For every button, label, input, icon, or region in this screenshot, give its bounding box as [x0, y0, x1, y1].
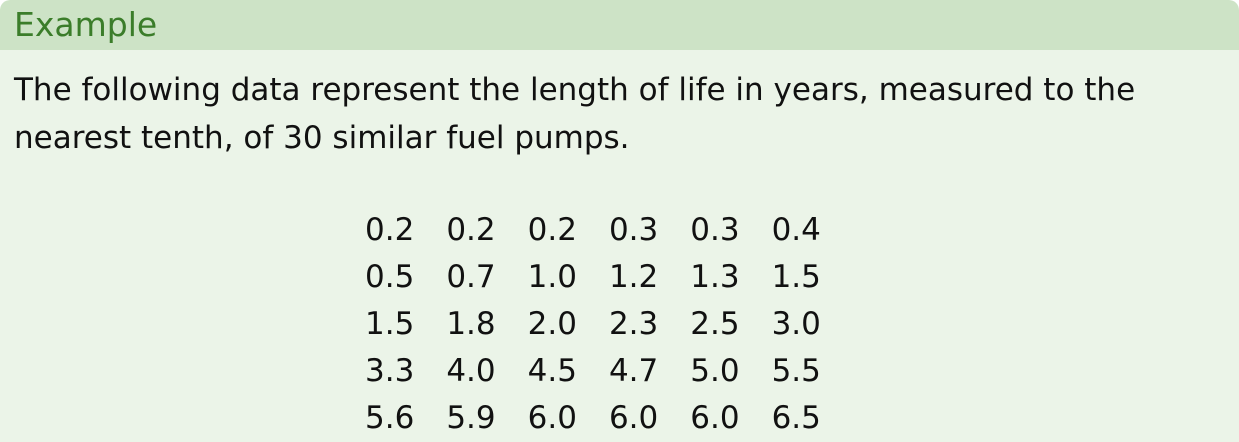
table-cell: 5.0	[690, 353, 740, 389]
table-cell: 5.9	[446, 400, 496, 436]
table-cell: 3.0	[771, 306, 821, 342]
table-row: 3.3 4.0 4.5 4.7 5.0 5.5	[349, 348, 837, 395]
table-cell: 0.2	[365, 212, 415, 248]
table-cell: 1.5	[771, 259, 821, 295]
table-row: 5.6 5.9 6.0 6.0 6.0 6.5	[349, 395, 837, 442]
table-row: 1.5 1.8 2.0 2.3 2.5 3.0	[349, 301, 837, 348]
table-cell: 0.2	[446, 212, 496, 248]
table-cell: 0.3	[608, 212, 659, 248]
table-cell: 0.5	[365, 259, 415, 295]
table-cell: 0.4	[771, 212, 821, 248]
table-cell: 6.5	[771, 400, 821, 436]
data-table: 0.2 0.2 0.2 0.3 0.3 0.4 0.5 0.7 1.0 1.2 1.3 1.5 1.5 1…	[349, 207, 837, 442]
table-row: 0.2 0.2 0.2 0.3 0.3 0.4	[349, 207, 837, 254]
intro-text: The following data represent the length …	[14, 72, 1136, 156]
block-body: The following data represent the length …	[0, 50, 1239, 162]
table-cell: 0.3	[690, 212, 740, 248]
table-cell: 6.0	[690, 400, 740, 436]
block-header: Example	[0, 0, 1239, 50]
table-row: 0.5 0.7 1.0 1.2 1.3 1.5	[349, 254, 837, 301]
table-cell: 2.5	[690, 306, 740, 342]
table-cell: 2.3	[608, 306, 659, 342]
table-cell: 2.0	[527, 306, 577, 342]
table-cell: 1.8	[446, 306, 496, 342]
table-cell: 1.2	[608, 259, 659, 295]
table-cell: 0.7	[446, 259, 496, 295]
table-cell: 4.7	[608, 353, 659, 389]
block-title: Example	[14, 4, 158, 44]
table-cell: 1.5	[365, 306, 415, 342]
table-cell: 0.2	[527, 212, 577, 248]
table-cell: 6.0	[527, 400, 577, 436]
table-cell: 1.3	[690, 259, 740, 295]
table-cell: 3.3	[365, 353, 415, 389]
table-cell: 1.0	[527, 259, 577, 295]
table-cell: 6.0	[608, 400, 659, 436]
table-cell: 4.5	[527, 353, 577, 389]
table-cell: 5.5	[771, 353, 821, 389]
table-cell: 5.6	[365, 400, 415, 436]
table-cell: 4.0	[446, 353, 496, 389]
